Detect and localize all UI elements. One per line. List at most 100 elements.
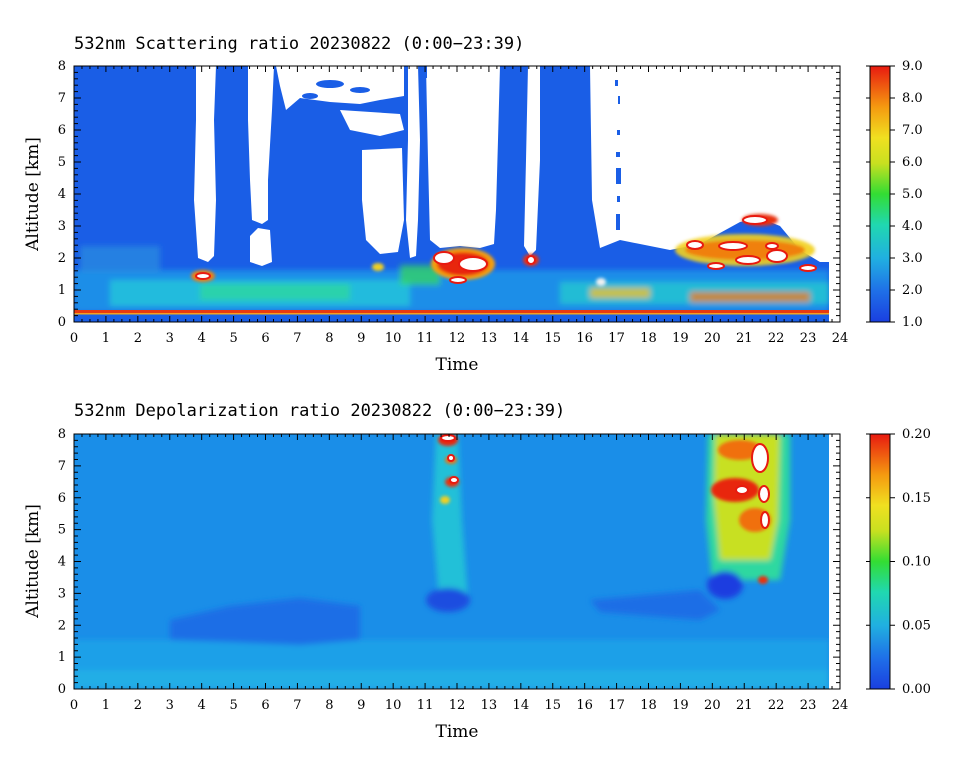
x-tick-label: 3 bbox=[166, 698, 174, 713]
x-tick-label: 14 bbox=[513, 698, 530, 713]
x-tick-label: 15 bbox=[544, 698, 561, 713]
x-tick-label: 16 bbox=[576, 698, 593, 713]
colorbar-tick-label: 0.00 bbox=[902, 682, 931, 697]
y-tick-label: 1 bbox=[58, 650, 66, 665]
x-tick-label: 22 bbox=[768, 698, 785, 713]
y-axis-label: Altitude [km] bbox=[23, 137, 43, 252]
colorbar-tick-label: 9.0 bbox=[902, 59, 923, 74]
colorbar-tick-label: 2.0 bbox=[902, 283, 923, 298]
x-tick-label: 2 bbox=[134, 331, 142, 346]
y-tick-label: 4 bbox=[58, 555, 66, 570]
x-tick-label: 9 bbox=[357, 698, 365, 713]
x-tick-label: 12 bbox=[449, 331, 466, 346]
y-tick-label: 0 bbox=[58, 315, 66, 330]
chart-title: 532nm Depolarization ratio 20230822 (0:0… bbox=[74, 401, 565, 421]
colorbar-tick-label: 3.0 bbox=[902, 251, 923, 266]
x-tick-label: 11 bbox=[417, 698, 434, 713]
colorbar-tick-label: 5.0 bbox=[902, 187, 923, 202]
scattering-ratio-panel: 532nm Scattering ratio 20230822 (0:00−23… bbox=[23, 34, 923, 375]
y-axis-label: Altitude [km] bbox=[23, 504, 43, 619]
x-tick-label: 5 bbox=[229, 331, 237, 346]
axes: 0 1 2 3 4 5 6 7 8 9 10 11 12 13 14 15 16 17 18 19 20 21 22 23 24… bbox=[58, 427, 849, 713]
x-tick-label: 3 bbox=[166, 331, 174, 346]
colorbar-tick-label: 4.0 bbox=[902, 219, 923, 234]
x-tick-label: 8 bbox=[325, 331, 333, 346]
colorbar-tick-label: 7.0 bbox=[902, 123, 923, 138]
x-tick-label: 8 bbox=[325, 698, 333, 713]
x-axis-label: Time bbox=[436, 722, 479, 742]
x-tick-label: 2 bbox=[134, 698, 142, 713]
colorbar-gradient bbox=[869, 65, 891, 323]
x-tick-label: 4 bbox=[198, 698, 206, 713]
x-tick-label: 16 bbox=[576, 331, 593, 346]
x-tick-label: 17 bbox=[608, 698, 625, 713]
colorbar-tick-label: 6.0 bbox=[902, 155, 923, 170]
y-tick-label: 4 bbox=[58, 187, 66, 202]
x-tick-label: 6 bbox=[261, 698, 269, 713]
axes: 0 1 2 3 4 5 6 7 8 9 10 11 12 13 14 15 16 17 18 19 20 21 22 23 24… bbox=[58, 59, 849, 346]
x-tick-label: 5 bbox=[229, 698, 237, 713]
chart-title: 532nm Scattering ratio 20230822 (0:00−23… bbox=[74, 34, 524, 54]
x-axis-label: Time bbox=[436, 355, 479, 375]
x-tick-label: 7 bbox=[293, 698, 301, 713]
x-tick-label: 23 bbox=[800, 698, 817, 713]
y-tick-label: 2 bbox=[58, 618, 66, 633]
x-tick-label: 4 bbox=[198, 331, 206, 346]
y-tick-label: 8 bbox=[58, 59, 66, 74]
x-tick-label: 13 bbox=[481, 698, 498, 713]
y-tick-label: 5 bbox=[58, 523, 66, 538]
depol-structures bbox=[74, 434, 829, 689]
x-tick-label: 15 bbox=[544, 331, 561, 346]
colorbar-tick-label: 0.20 bbox=[902, 427, 931, 442]
surface-band bbox=[74, 310, 829, 313]
x-tick-label: 19 bbox=[672, 698, 689, 713]
x-tick-label: 24 bbox=[832, 331, 849, 346]
plot-area bbox=[73, 433, 841, 690]
colorbar: 1.0 2.0 3.0 4.0 5.0 6.0 7.0 8.0 9.0 bbox=[866, 59, 923, 330]
x-tick-label: 9 bbox=[357, 331, 365, 346]
y-tick-label: 1 bbox=[58, 283, 66, 298]
x-tick-label: 19 bbox=[672, 331, 689, 346]
x-tick-label: 20 bbox=[704, 698, 721, 713]
x-tick-label: 10 bbox=[385, 331, 402, 346]
x-tick-label: 7 bbox=[293, 331, 301, 346]
no-data-regions bbox=[194, 66, 829, 266]
x-tick-label: 1 bbox=[102, 698, 110, 713]
y-tick-label: 7 bbox=[58, 459, 66, 474]
y-tick-label: 3 bbox=[58, 219, 66, 234]
x-tick-label: 1 bbox=[102, 331, 110, 346]
colorbar-gradient bbox=[869, 433, 891, 690]
x-tick-label: 13 bbox=[481, 331, 498, 346]
y-tick-label: 7 bbox=[58, 91, 66, 106]
x-tick-label: 12 bbox=[449, 698, 466, 713]
x-tick-label: 10 bbox=[385, 698, 402, 713]
x-tick-label: 18 bbox=[640, 698, 657, 713]
x-tick-label: 6 bbox=[261, 331, 269, 346]
x-tick-label: 21 bbox=[736, 331, 753, 346]
y-tick-label: 3 bbox=[58, 586, 66, 601]
x-tick-label: 18 bbox=[640, 331, 657, 346]
colorbar-tick-label: 1.0 bbox=[902, 315, 923, 330]
x-tick-label: 21 bbox=[736, 698, 753, 713]
x-tick-label: 22 bbox=[768, 331, 785, 346]
x-tick-label: 24 bbox=[832, 698, 849, 713]
y-tick-label: 0 bbox=[58, 682, 66, 697]
x-tick-label: 17 bbox=[608, 331, 625, 346]
x-tick-label: 23 bbox=[800, 331, 817, 346]
colorbar-tick-label: 0.05 bbox=[902, 618, 931, 633]
plot-area bbox=[73, 65, 841, 323]
colorbar-tick-label: 0.10 bbox=[902, 555, 931, 570]
depolarization-ratio-panel: 532nm Depolarization ratio 20230822 (0:0… bbox=[23, 401, 931, 742]
colorbar: 0.00 0.05 0.10 0.15 0.20 bbox=[866, 427, 931, 697]
y-tick-label: 8 bbox=[58, 427, 66, 442]
x-tick-label: 0 bbox=[70, 698, 78, 713]
x-tick-label: 14 bbox=[513, 331, 530, 346]
y-tick-label: 6 bbox=[58, 123, 66, 138]
y-tick-label: 2 bbox=[58, 251, 66, 266]
colorbar-tick-label: 0.15 bbox=[902, 491, 931, 506]
x-tick-label: 20 bbox=[704, 331, 721, 346]
y-tick-label: 5 bbox=[58, 155, 66, 170]
x-tick-label: 0 bbox=[70, 331, 78, 346]
